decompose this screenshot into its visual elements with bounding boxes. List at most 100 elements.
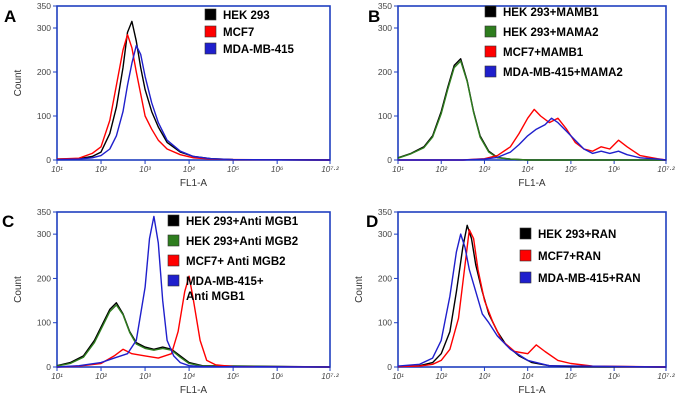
y-tick-label: 100 bbox=[378, 318, 392, 328]
legend-label: MCF7 bbox=[223, 27, 254, 39]
series-line-mda-mb-415-mama2 bbox=[398, 117, 667, 161]
legend-swatch bbox=[519, 271, 532, 284]
x-tick-label: 10⁶ bbox=[271, 165, 284, 174]
legend-item: HEK 293+Anti MGB1 bbox=[167, 214, 299, 228]
legend-label: HEK 293+Anti MGB2 bbox=[186, 236, 298, 248]
y-tick-label: 200 bbox=[37, 67, 51, 77]
x-axis-title: FL1-A bbox=[518, 385, 546, 396]
series-line-mda-mb-415-ran bbox=[397, 233, 667, 368]
x-tick-label: 10³ bbox=[479, 165, 491, 174]
legend-swatch bbox=[484, 25, 497, 38]
x-tick-label: 10¹ bbox=[392, 372, 404, 381]
legend-swatch bbox=[519, 227, 532, 240]
panel-d: D 0 100 200 300 350 10¹ 10² 10³ 10⁴ 10⁵ 10⁶ 10⁷·² FL1… bbox=[354, 207, 675, 396]
legend-label: HEK 293+Anti MGB1 bbox=[186, 216, 299, 228]
legend-swatch bbox=[204, 42, 217, 55]
legend-item: HEK 293+RAN bbox=[519, 227, 616, 241]
legend-label: HEK 293 bbox=[223, 10, 270, 22]
y-tick-label: 100 bbox=[37, 111, 51, 121]
legend-label: HEK 293+MAMA2 bbox=[503, 27, 599, 39]
x-tick-label: 10⁴ bbox=[183, 372, 196, 381]
legend-label: MCF7+ Anti MGB2 bbox=[186, 256, 286, 268]
legend-swatch bbox=[204, 8, 217, 21]
legend-item: MDA-MB-415+RAN bbox=[519, 271, 641, 285]
y-tick-label: 300 bbox=[378, 229, 392, 239]
series-line-mda-mb-415 bbox=[56, 44, 331, 161]
series-line-mcf7-anti-mgb2 bbox=[56, 275, 331, 368]
y-tick-label: 300 bbox=[37, 23, 51, 33]
series-line-mcf7-ran bbox=[397, 228, 667, 368]
legend-item: HEK 293 bbox=[204, 8, 270, 22]
x-axis-title: FL1-A bbox=[180, 385, 208, 396]
panel-letter: C bbox=[2, 212, 14, 231]
x-tick-label: 10⁴ bbox=[521, 165, 534, 174]
legend-label: MDA-MB-415+ Anti MGB1 bbox=[186, 276, 264, 303]
panel-a: A 0 100 200 300 350 10¹ 10² 10³ 10⁴ 10⁵ 10⁶ 10⁷·² FL1… bbox=[4, 1, 339, 189]
legend-swatch bbox=[484, 45, 497, 58]
x-tick-label: 10⁴ bbox=[521, 372, 534, 381]
y-tick-label: 0 bbox=[387, 362, 392, 372]
y-tick-label: 200 bbox=[37, 273, 51, 283]
legend-label: MDA-MB-415+MAMA2 bbox=[503, 67, 623, 79]
legend-label: MDA-MB-415 bbox=[223, 44, 295, 56]
legend-swatch bbox=[484, 5, 497, 18]
y-tick-label: 300 bbox=[37, 229, 51, 239]
legend-item: MDA-MB-415+ Anti MGB1 bbox=[167, 274, 264, 303]
plot-frame bbox=[56, 211, 331, 368]
x-tick-label: 10⁵ bbox=[227, 372, 240, 381]
panel-letter: D bbox=[366, 212, 378, 231]
series-line-hek-293-anti-mgb2 bbox=[56, 304, 331, 368]
series-line-mcf7 bbox=[56, 33, 331, 161]
legend-label: MDA-MB-415+RAN bbox=[538, 273, 641, 285]
x-tick-label: 10² bbox=[435, 372, 447, 381]
x-tick-label: 10⁵ bbox=[227, 165, 240, 174]
x-tick-label: 10⁵ bbox=[565, 165, 578, 174]
legend-item: MCF7 bbox=[204, 25, 254, 39]
panel-b: B 0 100 200 300 350 10¹ 10² 10³ 10⁴ 10⁵ 10⁶ 10⁷·² FL1… bbox=[368, 1, 675, 189]
plot-frame bbox=[397, 211, 667, 368]
y-tick-label: 200 bbox=[378, 273, 392, 283]
series-line-hek-293-mama2 bbox=[397, 60, 666, 161]
legend-label: MCF7+RAN bbox=[538, 251, 601, 263]
legend-item: HEK 293+MAMA2 bbox=[484, 25, 599, 39]
x-tick-label: 10⁴ bbox=[183, 165, 196, 174]
legend-item: HEK 293+Anti MGB2 bbox=[167, 234, 298, 248]
y-tick-label: 0 bbox=[387, 155, 392, 165]
legend-swatch bbox=[167, 254, 180, 267]
y-tick-label: 350 bbox=[378, 207, 392, 217]
y-axis-title: Count bbox=[13, 69, 24, 96]
x-tick-label: 10¹ bbox=[51, 165, 63, 174]
x-tick-label: 10⁷·² bbox=[657, 372, 675, 381]
x-tick-label: 10⁶ bbox=[608, 372, 621, 381]
legend-swatch bbox=[167, 214, 180, 227]
legend-item: MDA-MB-415 bbox=[204, 42, 295, 56]
panel-c: C 0 100 200 300 350 10¹ 10² 10³ 10⁴ 10⁵ 10⁶ 10⁷·² FL1… bbox=[2, 207, 339, 396]
series-line-mcf7-mamb1 bbox=[398, 108, 667, 161]
x-tick-label: 10³ bbox=[479, 372, 491, 381]
legend-label: HEK 293+MAMB1 bbox=[503, 7, 599, 19]
x-tick-label: 10² bbox=[95, 372, 107, 381]
legend-swatch bbox=[484, 65, 497, 78]
x-tick-label: 10⁷·² bbox=[321, 165, 339, 174]
x-tick-label: 10³ bbox=[139, 372, 151, 381]
y-tick-label: 0 bbox=[46, 362, 51, 372]
x-axis-title: FL1-A bbox=[518, 178, 546, 189]
panel-letter: B bbox=[368, 7, 380, 26]
legend-swatch bbox=[167, 234, 180, 247]
plot-frame bbox=[56, 5, 331, 161]
x-tick-label: 10⁶ bbox=[608, 165, 621, 174]
y-tick-label: 100 bbox=[378, 111, 392, 121]
legend-item: MCF7+MAMB1 bbox=[484, 45, 584, 59]
x-tick-label: 10² bbox=[95, 165, 107, 174]
legend-swatch bbox=[204, 25, 217, 38]
x-tick-label: 10¹ bbox=[51, 372, 63, 381]
legend-label: MCF7+MAMB1 bbox=[503, 47, 584, 59]
y-tick-label: 350 bbox=[37, 1, 51, 11]
x-tick-label: 10¹ bbox=[392, 165, 404, 174]
y-tick-label: 100 bbox=[37, 318, 51, 328]
legend-item: HEK 293+MAMB1 bbox=[484, 5, 599, 19]
x-tick-label: 10³ bbox=[139, 165, 151, 174]
y-tick-label: 350 bbox=[378, 1, 392, 11]
y-axis-title: Count bbox=[13, 276, 24, 303]
